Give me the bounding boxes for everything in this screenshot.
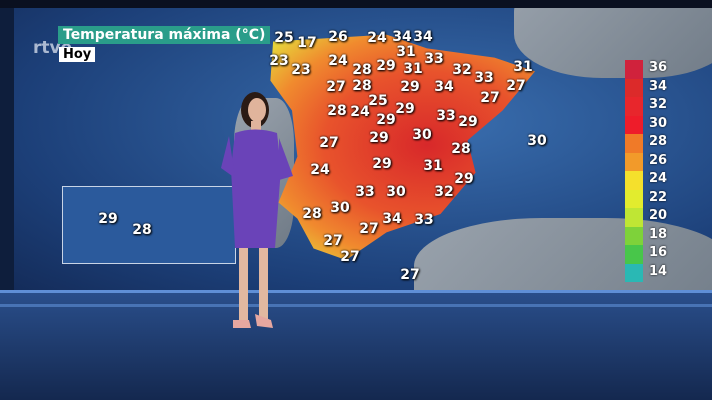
temperature-value: 28: [451, 141, 471, 157]
temperature-value: 24: [328, 53, 348, 69]
temperature-value: 27: [480, 90, 500, 106]
temperature-value: 23: [291, 62, 311, 78]
legend-value: 32: [649, 97, 668, 112]
legend-swatch: 30: [625, 115, 667, 134]
temperature-value: 27: [323, 233, 343, 249]
temperature-value: 28: [352, 62, 372, 78]
legend-value: 28: [649, 134, 668, 149]
legend-swatch: 18: [625, 226, 667, 245]
floor-stripe: [0, 304, 712, 307]
legend-value: 20: [649, 208, 668, 223]
temperature-value: 31: [396, 44, 416, 60]
temperature-value: 34: [434, 79, 454, 95]
legend-swatch: 34: [625, 78, 667, 97]
temperature-value: 28: [132, 222, 152, 238]
canary-islands-inset: [62, 186, 236, 264]
legend-swatch: 32: [625, 97, 667, 116]
temperature-value: 24: [367, 30, 387, 46]
temperature-value: 24: [310, 162, 330, 178]
legend-value: 30: [649, 115, 668, 131]
temperature-value: 33: [355, 184, 375, 200]
temperature-value: 30: [330, 200, 350, 216]
temperature-value: 30: [527, 133, 547, 149]
legend-swatch: 36: [625, 60, 667, 79]
temperature-value: 28: [327, 103, 347, 119]
legend-value: 16: [649, 245, 668, 260]
temperature-value: 25: [368, 93, 388, 109]
legend-value: 26: [649, 152, 668, 168]
legend-value: 14: [649, 263, 668, 279]
legend-value: 36: [649, 60, 668, 75]
temperature-value: 33: [424, 51, 444, 67]
temperature-value: 29: [376, 58, 396, 74]
temperature-value: 34: [392, 29, 412, 45]
temperature-value: 29: [458, 114, 478, 130]
legend-swatch: 26: [625, 152, 667, 171]
france-land: [514, 8, 712, 78]
temperature-value: 25: [274, 30, 294, 46]
legend-value: 18: [649, 226, 668, 242]
temperature-legend: 36 34 32 30 28 26 24 22 20 18 16 14: [625, 60, 667, 282]
temperature-value: 29: [454, 171, 474, 187]
temperature-value: 33: [436, 108, 456, 124]
legend-swatch: 24: [625, 171, 667, 190]
temperature-value: 31: [423, 158, 443, 174]
temperature-value: 29: [400, 79, 420, 95]
temperature-value: 29: [98, 211, 118, 227]
temperature-value: 33: [414, 212, 434, 228]
temperature-value: 33: [474, 70, 494, 86]
legend-swatch: 20: [625, 208, 667, 227]
temperature-value: 27: [506, 78, 526, 94]
studio-floor: [0, 290, 712, 400]
legend-value: 34: [649, 78, 668, 94]
temperature-value: 29: [369, 130, 389, 146]
presenter: [221, 92, 293, 328]
temperature-value: 24: [350, 104, 370, 120]
temperature-value: 27: [359, 221, 379, 237]
temperature-value: 28: [352, 78, 372, 94]
legend-swatch: 28: [625, 134, 667, 153]
temperature-value: 29: [376, 112, 396, 128]
legend-value: 22: [649, 189, 668, 205]
temperature-value: 30: [412, 127, 432, 143]
temperature-value: 29: [372, 156, 392, 172]
map-title: Temperatura máxima (°C): [58, 26, 271, 44]
temperature-value: 31: [513, 59, 533, 75]
temperature-value: 23: [269, 53, 289, 69]
day-label: Hoy: [59, 47, 96, 62]
temperature-value: 34: [382, 211, 402, 227]
temperature-value: 29: [395, 101, 415, 117]
legend-swatch: 14: [625, 263, 667, 282]
temperature-value: 26: [328, 29, 348, 45]
floor-stripe: [0, 290, 712, 293]
legend-value: 24: [649, 171, 668, 186]
temperature-value: 32: [452, 62, 472, 78]
legend-swatch: 16: [625, 245, 667, 264]
temperature-value: 17: [297, 35, 317, 51]
africa-land: [414, 218, 712, 290]
temperature-value: 32: [434, 184, 454, 200]
temperature-value: 27: [326, 79, 346, 95]
temperature-value: 27: [340, 249, 360, 265]
legend-swatch: 22: [625, 189, 667, 208]
temperature-value: 27: [319, 135, 339, 151]
temperature-value: 28: [302, 206, 322, 222]
studio-top: [0, 0, 712, 8]
temperature-value: 31: [403, 61, 423, 77]
temperature-value: 27: [400, 267, 420, 283]
temperature-value: 30: [386, 184, 406, 200]
temperature-value: 34: [413, 29, 433, 45]
